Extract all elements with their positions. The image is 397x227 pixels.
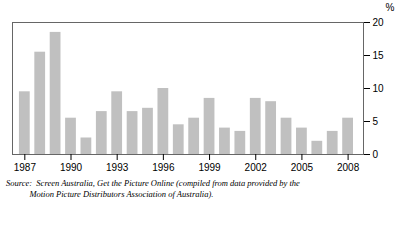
html-text:Motion Picture Distributors As: Motion Picture Distributors Association … (6, 189, 214, 199)
svg-text:2008: 2008 (337, 162, 360, 173)
svg-text:1996: 1996 (152, 162, 175, 173)
html-text:Source: Screen Australia, Get: Source: Screen Australia, Get the Pictur… (6, 178, 300, 188)
svg-text:1990: 1990 (60, 162, 83, 173)
svg-text:5: 5 (373, 116, 379, 127)
svg-text:2005: 2005 (291, 162, 314, 173)
svg-text:10: 10 (373, 83, 385, 94)
svg-text:15: 15 (373, 50, 385, 61)
svg-text:1993: 1993 (106, 162, 129, 173)
svg-text:%: % (386, 2, 395, 13)
svg-text:20: 20 (373, 17, 385, 28)
svg-text:1987: 1987 (14, 162, 37, 173)
svg-text:2002: 2002 (245, 162, 268, 173)
svg-text:0: 0 (373, 149, 379, 160)
svg-text:1999: 1999 (198, 162, 221, 173)
